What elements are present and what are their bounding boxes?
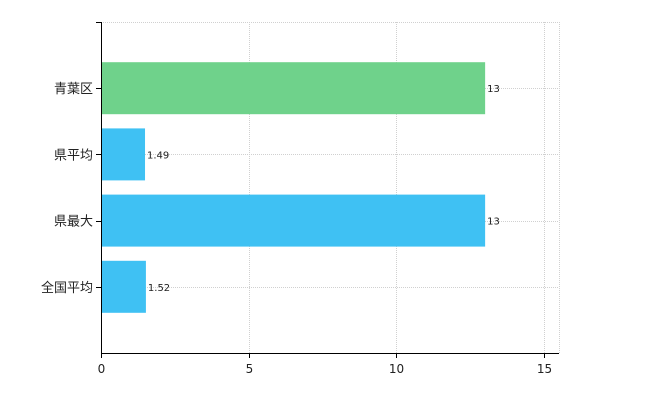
axes: [96, 22, 559, 358]
category-label: 県最大: [54, 215, 93, 230]
category-label: 青葉区: [54, 82, 93, 97]
bar-3: [101, 194, 486, 247]
bars: [101, 62, 486, 313]
data-label: 13: [487, 217, 500, 228]
data-label: 1.49: [147, 150, 169, 161]
x-tick-label: 5: [246, 362, 254, 376]
data-label: 1.52: [148, 283, 170, 294]
x-tick-label: 15: [537, 362, 552, 376]
category-label: 全国平均: [41, 280, 93, 296]
labels: 13 青葉区 1.49 県平均 13 県最大 1.52 全国平均 0 5 10 15: [41, 82, 552, 376]
bar-2: [101, 128, 146, 181]
bar-1: [101, 62, 486, 115]
bar-4: [101, 260, 146, 313]
data-label: 13: [487, 84, 500, 95]
x-tick-label: 10: [389, 362, 404, 376]
category-label: 県平均: [54, 148, 93, 163]
x-tick-label: 0: [98, 362, 106, 376]
